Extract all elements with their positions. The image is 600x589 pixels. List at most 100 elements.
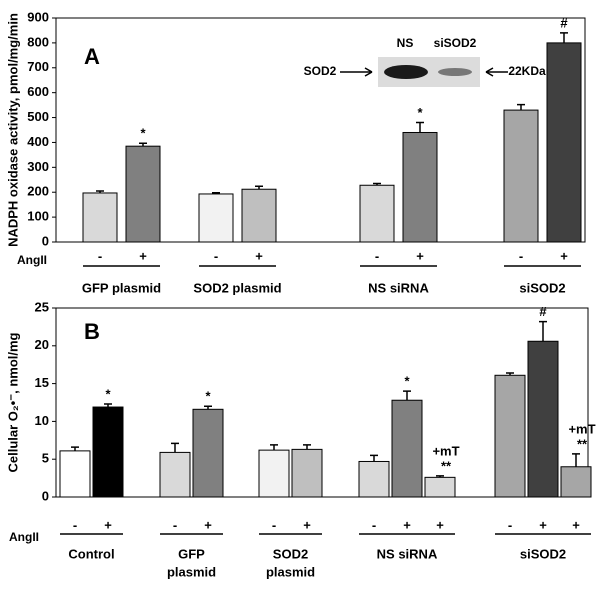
western-blot-inset: NS siSOD2 SOD2 22KDa (304, 36, 546, 87)
error-bar (270, 444, 278, 451)
y-tick-label: 25 (35, 299, 49, 314)
bar (503, 109, 539, 243)
error-bar (303, 444, 311, 450)
treatment-sign: - (173, 517, 177, 532)
treatment-sign: + (436, 517, 444, 532)
group-label: NS siRNA (377, 546, 438, 561)
significance-label: ** (577, 436, 588, 451)
group-label: Control (68, 546, 114, 561)
error-bar (539, 320, 547, 342)
treatment-sign: - (272, 517, 276, 532)
bar (159, 451, 191, 498)
error-bar (71, 446, 79, 451)
y-tick-label: 300 (27, 159, 49, 174)
treatment-sign: - (375, 248, 379, 263)
y-tick-label: 700 (27, 59, 49, 74)
treatment-sign: + (204, 517, 212, 532)
bar (92, 406, 124, 498)
bar (291, 448, 323, 498)
bar (258, 449, 290, 498)
error-bar (204, 405, 212, 410)
bar (424, 476, 456, 498)
significance-label: +mT (432, 443, 459, 458)
group-label: plasmid (266, 564, 315, 579)
bar (358, 460, 390, 498)
y-tick-label: 400 (27, 134, 49, 149)
treatment-sign: - (73, 517, 77, 532)
plot-frame (55, 17, 586, 243)
bar (527, 340, 559, 498)
bar (241, 188, 277, 243)
bar (125, 145, 161, 243)
error-bar (416, 121, 424, 133)
y-axis-title: Cellular O₂•⁻, nmol/mg (5, 332, 20, 472)
band-label: SOD2 (304, 64, 337, 78)
size-label: 22KDa (508, 64, 546, 78)
treatment-sign: - (508, 517, 512, 532)
significance-label: * (417, 105, 423, 120)
error-bar (370, 454, 378, 462)
blot-band (438, 68, 472, 76)
y-tick-label: 800 (27, 34, 49, 49)
y-tick-label: 0 (42, 488, 49, 503)
arrow-head (485, 67, 494, 77)
panel-letter: B (84, 319, 100, 344)
significance-label: * (105, 386, 111, 401)
group-label: NS siRNA (368, 280, 429, 295)
significance-label: * (140, 126, 146, 141)
y-tick-label: 0 (42, 233, 49, 248)
group-label: GFP (178, 546, 205, 561)
error-bar (104, 403, 112, 408)
y-tick-label: 900 (27, 9, 49, 24)
error-bar (506, 372, 514, 376)
y-tick-label: 10 (35, 413, 49, 428)
error-bar (572, 453, 580, 467)
x-axis-title: AngII (17, 253, 47, 267)
y-tick-label: 20 (35, 337, 49, 352)
treatment-sign: - (372, 517, 376, 532)
treatment-sign: + (539, 517, 547, 532)
bar (198, 193, 234, 243)
y-tick-label: 100 (27, 209, 49, 224)
significance-label: * (404, 374, 410, 389)
blot-band (384, 65, 428, 79)
error-bar (436, 475, 444, 478)
treatment-sign: + (416, 248, 424, 263)
arrow-head (364, 67, 373, 77)
significance-label: # (560, 15, 568, 30)
group-label: plasmid (167, 564, 216, 579)
y-tick-label: 5 (42, 451, 49, 466)
treatment-sign: + (403, 517, 411, 532)
treatment-sign: + (139, 248, 147, 263)
treatment-sign: + (303, 517, 311, 532)
significance-label: * (205, 389, 211, 404)
x-axis-title: AngII (9, 530, 39, 544)
group-label: siSOD2 (520, 546, 566, 561)
lane-label: siSOD2 (434, 36, 477, 50)
significance-label: +mT (568, 421, 595, 436)
group-label: SOD2 plasmid (193, 280, 281, 295)
panel-letter: A (84, 44, 100, 69)
bar (546, 42, 582, 243)
y-tick-label: 15 (35, 375, 49, 390)
significance-label: # (539, 304, 547, 319)
bar (359, 184, 395, 243)
error-bar (255, 185, 263, 190)
group-label: GFP plasmid (82, 280, 161, 295)
y-tick-label: 600 (27, 84, 49, 99)
error-bar (96, 190, 104, 193)
error-bar (403, 390, 411, 401)
bar (560, 466, 592, 498)
error-bar (171, 442, 179, 453)
bar (192, 408, 224, 498)
bar (494, 374, 526, 498)
error-bar (139, 142, 147, 147)
error-bar (560, 32, 568, 43)
error-bar (373, 182, 381, 186)
treatment-sign: + (104, 517, 112, 532)
error-bar (517, 103, 525, 111)
bar (391, 399, 423, 498)
y-tick-label: 200 (27, 184, 49, 199)
